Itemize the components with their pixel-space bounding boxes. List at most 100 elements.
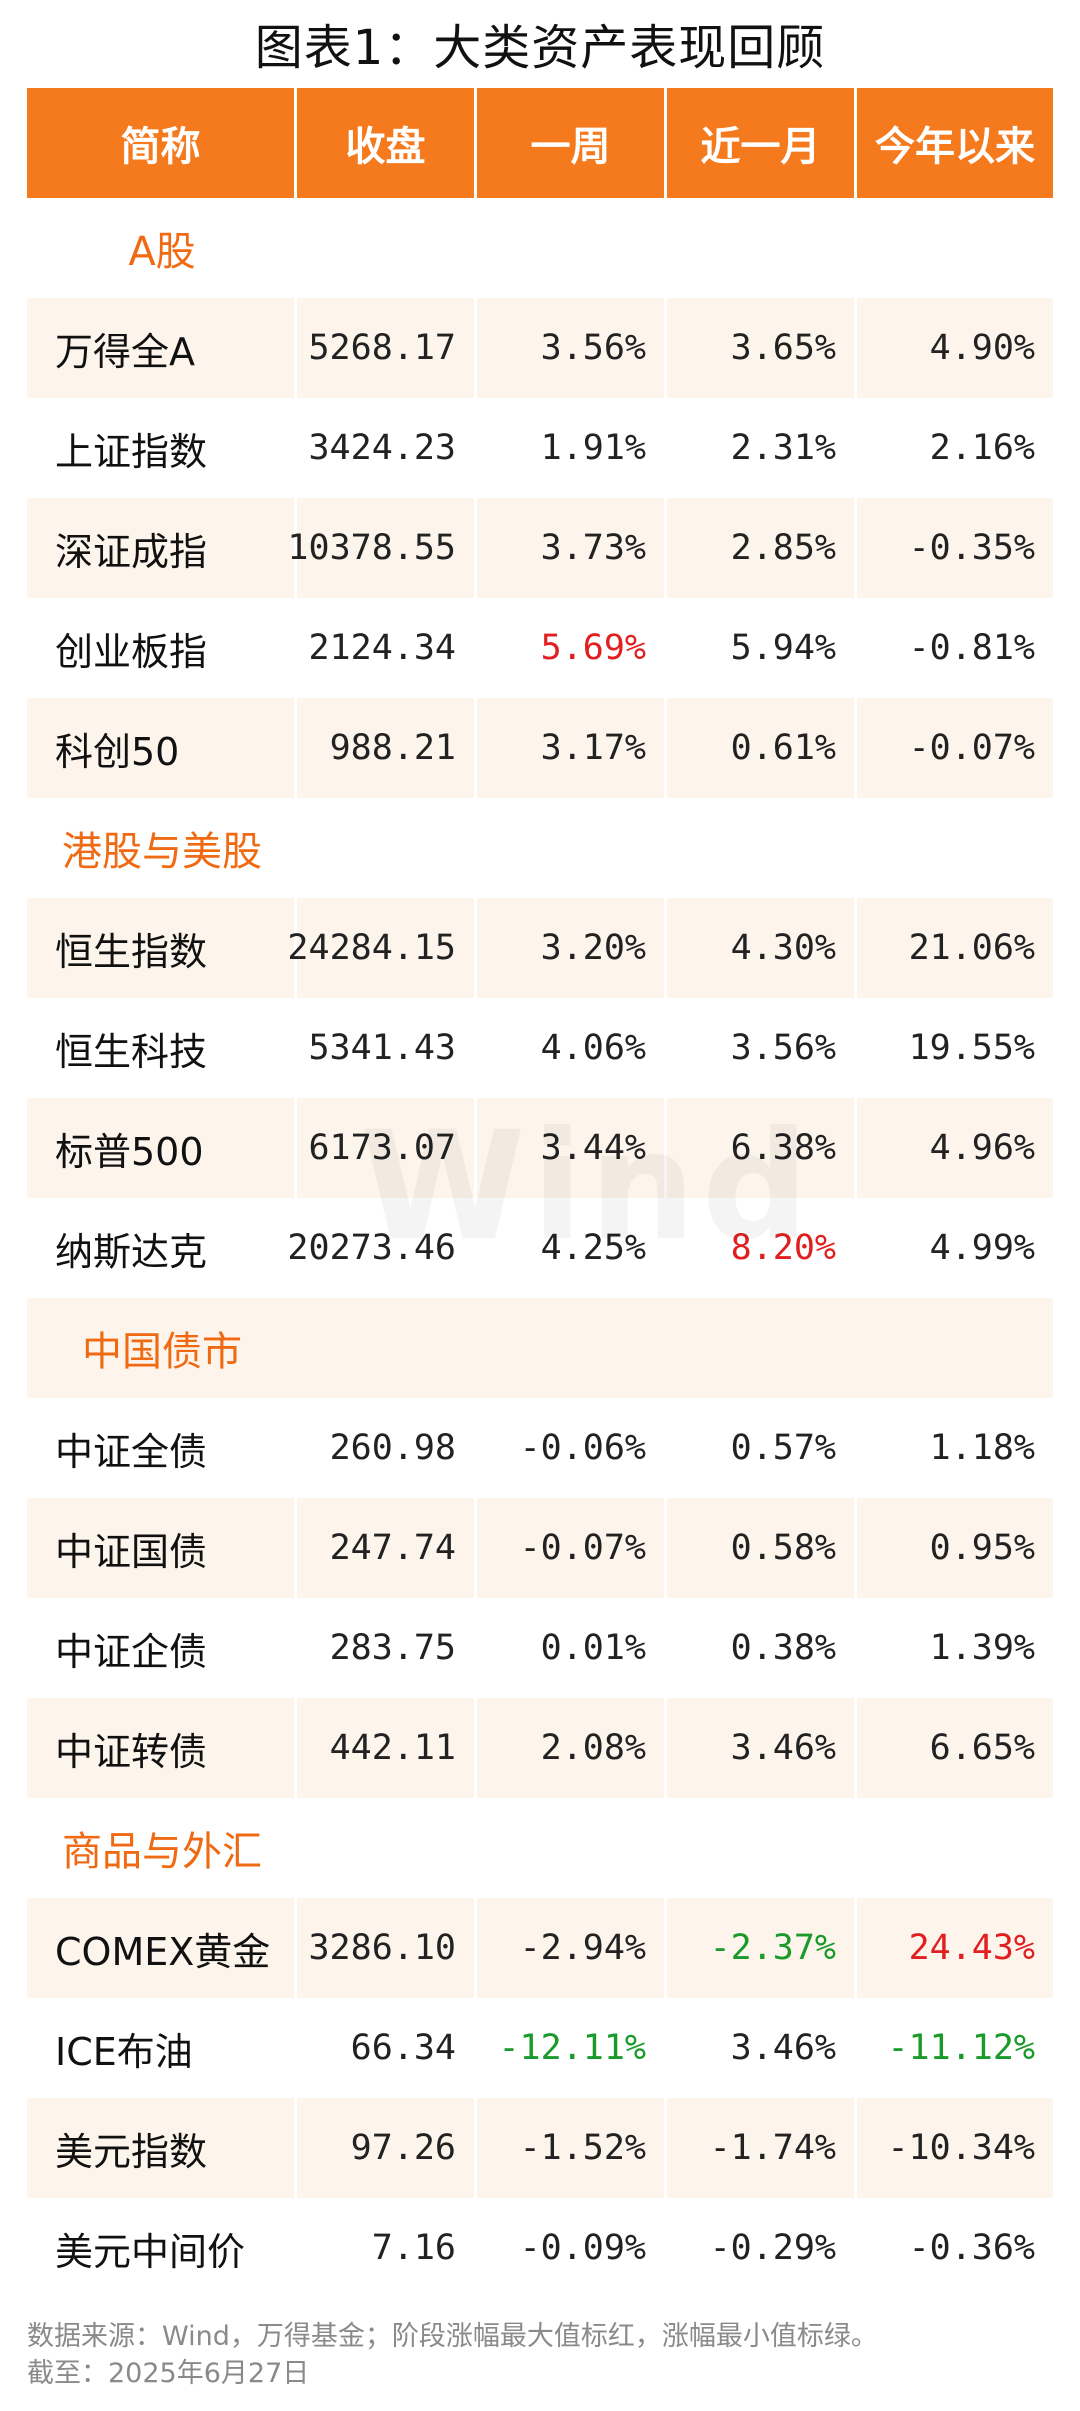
row-ytd: -0.07% xyxy=(908,728,1035,768)
row-month-max-highlight: 8.20% xyxy=(667,1198,857,1298)
section-a-shares: A股 xyxy=(27,198,1053,298)
table-row: 深证成指 10378.55 3.73% 2.85% -0.35% xyxy=(27,498,1053,598)
row-week-min-highlight: -12.11% xyxy=(477,1998,667,2098)
row-week-max-highlight: 5.69% xyxy=(477,598,667,698)
row-week: 3.44% xyxy=(477,1098,667,1198)
row-name: 美元中间价 xyxy=(27,2198,297,2298)
row-ytd: 4.90% xyxy=(929,328,1035,368)
row-month: 6.38% xyxy=(667,1098,857,1198)
row-ytd: 1.18% xyxy=(929,1428,1035,1468)
row-month-min-highlight: -2.37% xyxy=(667,1898,857,1998)
row-ytd: -0.81% xyxy=(908,628,1035,668)
row-close: 24284.15 xyxy=(287,898,477,998)
section-hk-us-stocks: 港股与美股 xyxy=(27,798,1053,898)
row-name: 中证转债 xyxy=(27,1698,297,1798)
row-close: 97.26 xyxy=(297,2098,477,2198)
row-week: -1.52% xyxy=(477,2098,667,2198)
row-name: 中证全债 xyxy=(27,1398,297,1498)
row-month: 3.46% xyxy=(667,1698,857,1798)
row-name: 万得全A xyxy=(27,298,297,398)
row-ytd: 6.65% xyxy=(929,1728,1035,1768)
row-ytd-max-highlight: 24.43% xyxy=(908,1928,1035,1968)
row-close: 3286.10 xyxy=(297,1898,477,1998)
header-close: 收盘 xyxy=(297,88,477,198)
header-name: 简称 xyxy=(27,88,297,198)
row-ytd: -0.36% xyxy=(908,2228,1035,2268)
as-of-date: 截至：2025年6月27日 xyxy=(27,2358,310,2389)
row-week: 3.73% xyxy=(477,498,667,598)
row-ytd-min-highlight: -11.12% xyxy=(887,2028,1035,2068)
row-close: 247.74 xyxy=(297,1498,477,1598)
row-week: 4.06% xyxy=(477,998,667,1098)
table-row: 科创50 988.21 3.17% 0.61% -0.07% xyxy=(27,698,1053,798)
table-row: 万得全A 5268.17 3.56% 3.65% 4.90% xyxy=(27,298,1053,398)
table-row: 恒生指数 24284.15 3.20% 4.30% 21.06% xyxy=(27,898,1053,998)
row-name: COMEX黄金 xyxy=(27,1898,297,1998)
row-close: 66.34 xyxy=(297,1998,477,2098)
row-week: 3.17% xyxy=(477,698,667,798)
row-month: 3.65% xyxy=(667,298,857,398)
table-row: 中证全债 260.98 -0.06% 0.57% 1.18% xyxy=(27,1398,1053,1498)
row-close: 6173.07 xyxy=(297,1098,477,1198)
row-ytd: 4.96% xyxy=(929,1128,1035,1168)
asset-performance-table: 简称 收盘 一周 近一月 今年以来 A股 万得全A 5268.17 3.56% … xyxy=(27,88,1053,2298)
row-name: 恒生指数 xyxy=(27,898,297,998)
row-week: 3.56% xyxy=(477,298,667,398)
row-month: 2.85% xyxy=(667,498,857,598)
table-row: 标普500 6173.07 3.44% 6.38% 4.96% xyxy=(27,1098,1053,1198)
row-month: 0.38% xyxy=(667,1598,857,1698)
row-name: 上证指数 xyxy=(27,398,297,498)
row-close: 260.98 xyxy=(297,1398,477,1498)
row-month: 3.46% xyxy=(667,1998,857,2098)
row-ytd: 0.95% xyxy=(929,1528,1035,1568)
row-name: 中证国债 xyxy=(27,1498,297,1598)
row-month: -1.74% xyxy=(667,2098,857,2198)
row-ytd: -10.34% xyxy=(887,2128,1035,2168)
row-ytd: 4.99% xyxy=(929,1228,1035,1268)
row-month: 3.56% xyxy=(667,998,857,1098)
row-ytd: 1.39% xyxy=(929,1628,1035,1668)
row-name: 中证企债 xyxy=(27,1598,297,1698)
table-row: 美元中间价 7.16 -0.09% -0.29% -0.36% xyxy=(27,2198,1053,2298)
row-week: 0.01% xyxy=(477,1598,667,1698)
section-label: 中国债市 xyxy=(82,1329,242,1375)
table-header: 简称 收盘 一周 近一月 今年以来 xyxy=(27,88,1053,198)
table-row: 中证转债 442.11 2.08% 3.46% 6.65% xyxy=(27,1698,1053,1798)
section-label: 商品与外汇 xyxy=(62,1829,262,1875)
row-month: -0.29% xyxy=(667,2198,857,2298)
row-month: 0.61% xyxy=(667,698,857,798)
row-close: 442.11 xyxy=(297,1698,477,1798)
row-name: ICE布油 xyxy=(27,1998,297,2098)
row-ytd: 2.16% xyxy=(929,428,1035,468)
row-name: 标普500 xyxy=(27,1098,297,1198)
row-week: -0.06% xyxy=(477,1398,667,1498)
row-week: -0.09% xyxy=(477,2198,667,2298)
row-month: 4.30% xyxy=(667,898,857,998)
row-name: 恒生科技 xyxy=(27,998,297,1098)
page-title: 图表1：大类资产表现回顾 xyxy=(254,20,826,76)
row-month: 5.94% xyxy=(667,598,857,698)
row-week: 4.25% xyxy=(477,1198,667,1298)
section-china-bonds: 中国债市 xyxy=(27,1298,1053,1398)
table-row: COMEX黄金 3286.10 -2.94% -2.37% 24.43% xyxy=(27,1898,1053,1998)
section-label: A股 xyxy=(128,229,196,275)
row-week: -2.94% xyxy=(477,1898,667,1998)
row-week: 1.91% xyxy=(477,398,667,498)
row-month: 0.57% xyxy=(667,1398,857,1498)
row-close: 10378.55 xyxy=(287,498,477,598)
footer: 数据来源：Wind，万得基金；阶段涨幅最大值标红，涨幅最小值标绿。 截至：202… xyxy=(27,2318,878,2392)
row-close: 283.75 xyxy=(297,1598,477,1698)
row-week: -0.07% xyxy=(477,1498,667,1598)
row-week: 3.20% xyxy=(477,898,667,998)
row-close: 20273.46 xyxy=(287,1198,477,1298)
row-ytd: -0.35% xyxy=(908,528,1035,568)
row-month: 2.31% xyxy=(667,398,857,498)
row-name: 美元指数 xyxy=(27,2098,297,2198)
table-row: 纳斯达克 20273.46 4.25% 8.20% 4.99% xyxy=(27,1198,1053,1298)
row-ytd: 21.06% xyxy=(908,928,1035,968)
section-commodities-fx: 商品与外汇 xyxy=(27,1798,1053,1898)
table-row: ICE布油 66.34 -12.11% 3.46% -11.12% xyxy=(27,1998,1053,2098)
section-label: 港股与美股 xyxy=(62,829,262,875)
row-close: 5341.43 xyxy=(297,998,477,1098)
row-name: 科创50 xyxy=(27,698,297,798)
